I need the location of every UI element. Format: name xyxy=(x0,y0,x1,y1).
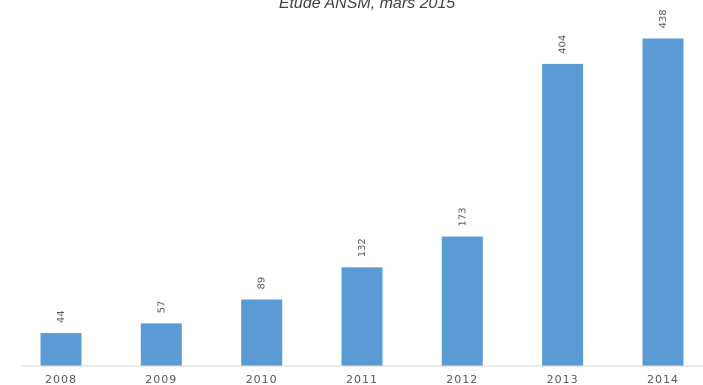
bar-2011 xyxy=(341,267,383,366)
bar-2008 xyxy=(40,333,82,366)
data-label-2012: 173 xyxy=(457,208,468,227)
x-tick-label-2013: 2013 xyxy=(547,373,579,385)
data-label-2014: 438 xyxy=(658,9,669,28)
bars-group xyxy=(40,38,684,367)
data-labels: 44 57 89 132 173 404 438 xyxy=(56,9,669,323)
bar-2014 xyxy=(642,38,684,366)
bar-2013 xyxy=(542,63,584,367)
x-tick-label-2008: 2008 xyxy=(45,373,77,385)
data-label-2013: 404 xyxy=(558,35,569,54)
bar-2012 xyxy=(441,236,483,366)
data-label-2011: 132 xyxy=(357,238,368,257)
bar-2009 xyxy=(140,323,182,366)
data-label-2009: 57 xyxy=(156,301,167,314)
x-tick-label-2009: 2009 xyxy=(145,373,177,385)
chart-subtitle: Etude ANSM, mars 2015 xyxy=(279,0,455,12)
data-label-2008: 44 xyxy=(56,310,67,323)
x-tick-label-2012: 2012 xyxy=(446,373,478,385)
bar-2010 xyxy=(241,299,283,366)
x-tick-label-2010: 2010 xyxy=(246,373,278,385)
data-label-2010: 89 xyxy=(257,277,268,290)
x-tick-label-2014: 2014 xyxy=(647,373,679,385)
x-tick-labels: 2008 2009 2010 2011 2012 2013 2014 xyxy=(45,373,679,385)
x-tick-label-2011: 2011 xyxy=(346,373,378,385)
